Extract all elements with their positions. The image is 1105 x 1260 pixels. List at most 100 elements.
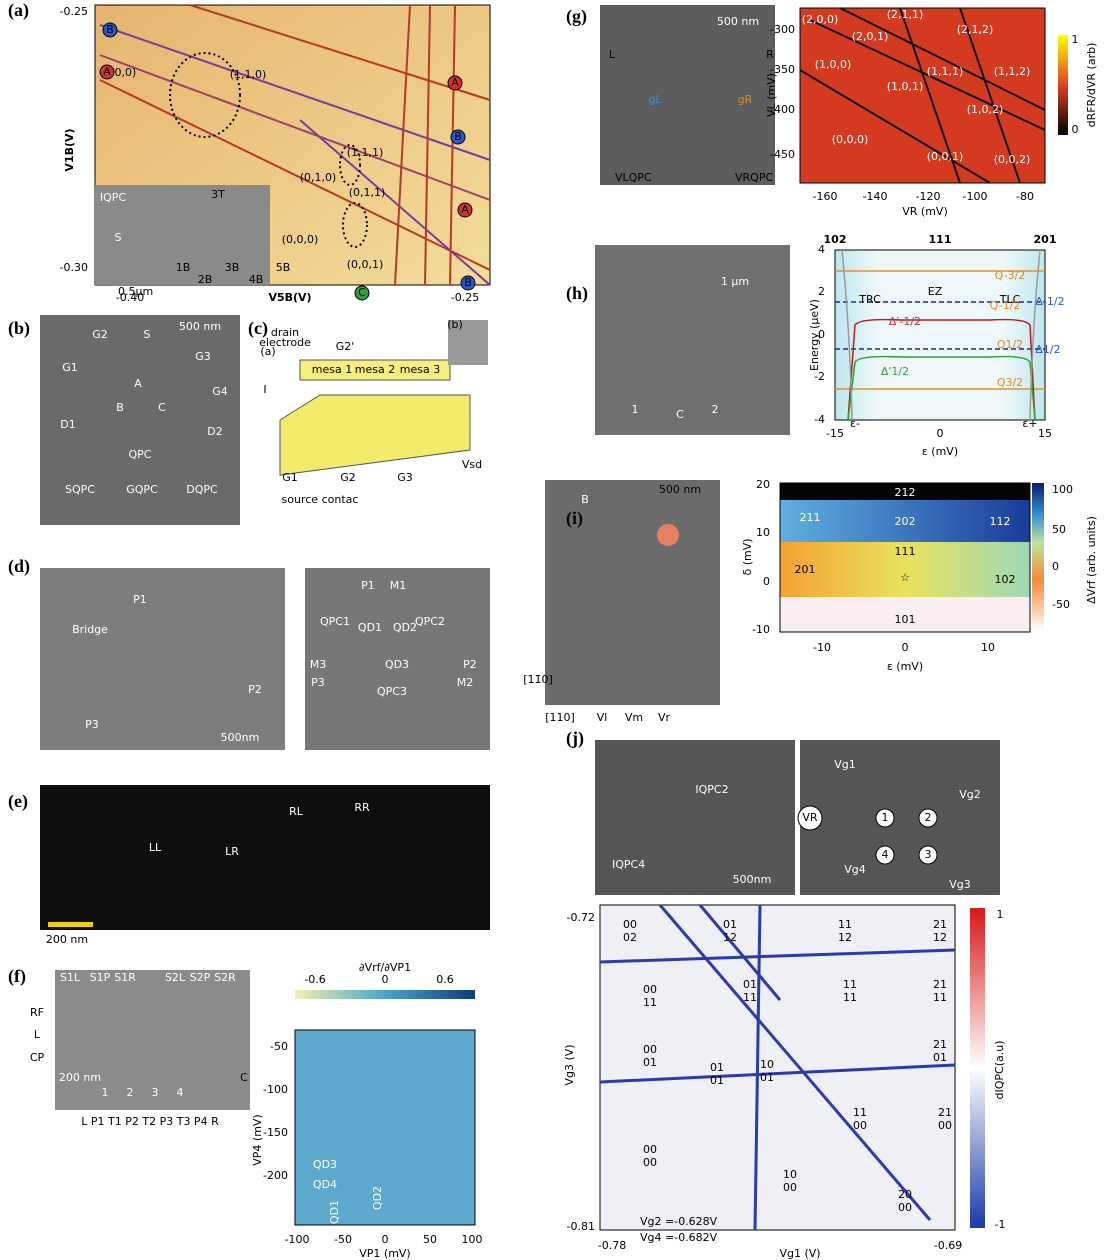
marker bbox=[354, 285, 370, 301]
label: (1,0,1) bbox=[887, 80, 924, 93]
label: C bbox=[358, 286, 366, 299]
label: 100 bbox=[1052, 483, 1073, 496]
label: 0.5μm bbox=[118, 285, 153, 298]
label: electrode bbox=[259, 336, 311, 349]
label: 1 μm bbox=[721, 275, 749, 288]
label: 50 bbox=[1052, 523, 1066, 536]
label: VL (mV) bbox=[765, 73, 778, 117]
label: 12 bbox=[933, 931, 947, 944]
label: (1,1,2) bbox=[994, 65, 1031, 78]
label: (b) bbox=[447, 318, 463, 331]
label: -1 bbox=[995, 1218, 1006, 1231]
label: 0 bbox=[1072, 123, 1079, 136]
label: 10 bbox=[783, 1168, 797, 1181]
label: 10 bbox=[981, 641, 995, 654]
label: (0,1,1) bbox=[349, 186, 386, 199]
label: -100 bbox=[263, 1083, 288, 1096]
label: A bbox=[134, 377, 142, 390]
label: δ (mV) bbox=[741, 538, 754, 575]
label: -100 bbox=[285, 1233, 310, 1246]
marker bbox=[447, 75, 463, 91]
label: ε (mV) bbox=[887, 660, 923, 673]
label: VR (mV) bbox=[902, 205, 948, 218]
label: QD2 bbox=[393, 621, 417, 634]
label: -4 bbox=[814, 413, 825, 426]
label: 00 bbox=[643, 1143, 657, 1156]
label: 0 bbox=[1052, 560, 1059, 573]
label: Vg2 =-0.628V bbox=[640, 1215, 718, 1228]
label: C bbox=[158, 401, 166, 414]
label: S2P bbox=[190, 971, 211, 984]
label: 500nm bbox=[733, 873, 772, 886]
panel-label: (g) bbox=[566, 6, 587, 27]
label: L bbox=[609, 48, 616, 61]
label: (0,0,2) bbox=[994, 153, 1031, 166]
label: -0.30 bbox=[60, 261, 88, 274]
label: ε- bbox=[850, 417, 860, 430]
label: 00 bbox=[623, 918, 637, 931]
label: TLC bbox=[999, 293, 1021, 306]
label: 10 bbox=[756, 526, 770, 539]
marker bbox=[450, 129, 466, 145]
label: (0,0,1) bbox=[927, 150, 964, 163]
label: 12 bbox=[723, 931, 737, 944]
label: mesa 1 bbox=[312, 363, 352, 376]
label: GQPC bbox=[126, 483, 158, 496]
label: -50 bbox=[334, 1233, 352, 1246]
label: B bbox=[581, 493, 589, 506]
panel-label: (i) bbox=[566, 508, 583, 529]
label: B bbox=[106, 23, 114, 36]
marker bbox=[875, 808, 895, 828]
label: 0 bbox=[902, 641, 909, 654]
label: Vg3 (V) bbox=[563, 1044, 576, 1085]
label: QD1 bbox=[358, 621, 382, 634]
label: 202 bbox=[895, 515, 916, 528]
label: mesa 2 bbox=[355, 363, 395, 376]
label: 11 bbox=[843, 978, 857, 991]
label: 102 bbox=[995, 573, 1016, 586]
label: Vsd bbox=[462, 458, 482, 471]
label: QPC2 bbox=[415, 615, 445, 628]
label: C bbox=[676, 408, 684, 421]
label: M3 bbox=[310, 658, 327, 671]
label: 0 bbox=[937, 427, 944, 440]
label: -0.78 bbox=[598, 1239, 626, 1252]
label: 50 bbox=[423, 1233, 437, 1246]
label: 500 nm bbox=[717, 15, 759, 28]
label: 11 bbox=[853, 1106, 867, 1119]
label: S2L bbox=[165, 971, 186, 984]
label: 12 bbox=[838, 931, 852, 944]
label: drain bbox=[271, 326, 299, 339]
label: 00 bbox=[938, 1119, 952, 1132]
label: G2' bbox=[336, 340, 355, 353]
label: 111 bbox=[929, 233, 952, 246]
marker bbox=[918, 808, 938, 828]
label: S bbox=[115, 231, 122, 244]
label: S1P bbox=[90, 971, 111, 984]
label: 2 bbox=[127, 1086, 134, 1099]
label: (2,0,0) bbox=[802, 13, 839, 26]
label: gL bbox=[648, 93, 662, 106]
label: -80 bbox=[1016, 190, 1034, 203]
label: M2 bbox=[457, 676, 474, 689]
label: Q-3/2 bbox=[995, 269, 1026, 282]
panel-label: (f) bbox=[8, 966, 26, 987]
label: (a) bbox=[260, 345, 275, 358]
label: 1 bbox=[102, 1086, 109, 1099]
label: Δ-1/2 bbox=[1035, 295, 1064, 308]
label: 2 bbox=[712, 403, 719, 416]
label: 500 nm bbox=[659, 483, 701, 496]
label: 102 bbox=[824, 233, 847, 246]
label: 200 nm bbox=[59, 1071, 101, 1084]
label: (0,1,0) bbox=[300, 171, 337, 184]
label: IQPC2 bbox=[695, 783, 728, 796]
panel-label: (b) bbox=[8, 318, 30, 339]
label: -160 bbox=[813, 190, 838, 203]
label: 01 bbox=[710, 1061, 724, 1074]
label: 00 bbox=[643, 1156, 657, 1169]
label: P1 bbox=[361, 579, 375, 592]
label: LR bbox=[225, 845, 239, 858]
label: -450 bbox=[770, 148, 795, 161]
label: -10 bbox=[813, 641, 831, 654]
